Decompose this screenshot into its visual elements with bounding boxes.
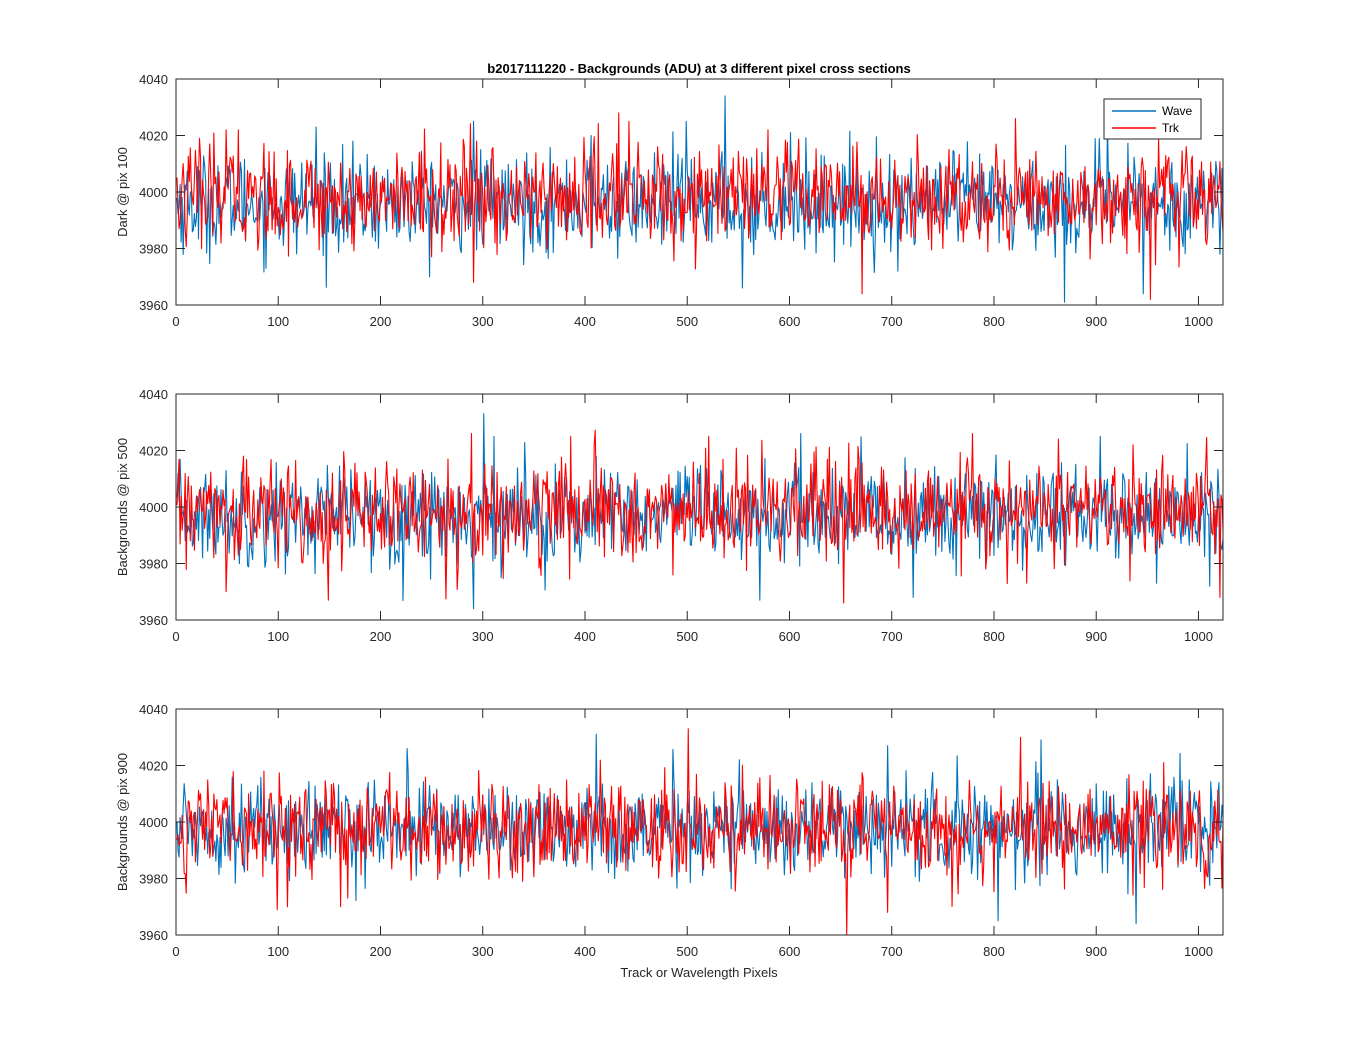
subplot-2: 0 100 200 300 400 500 600 700 800 900 1000 3960 3980… [115,387,1224,644]
legend-label-trk: Trk [1162,121,1180,135]
x-tick-label: 0 [172,944,179,959]
x-tick-label: 1000 [1184,314,1213,329]
y-tick-label: 4020 [139,759,168,774]
x-tick-label: 500 [676,629,698,644]
series-line-trk [176,728,1223,935]
x-tick-label: 900 [1085,314,1107,329]
y-tick-label: 4000 [139,185,168,200]
x-tick-label: 300 [472,629,494,644]
y-tick-label: 3960 [139,928,168,943]
y-tick-label: 4020 [139,444,168,459]
x-tick-label: 500 [676,314,698,329]
x-tick-label: 400 [574,944,596,959]
x-tick-label: 800 [983,629,1005,644]
legend: Wave Trk [1103,98,1202,140]
y-axis-label: Backgrounds @ pix 500 [115,438,130,576]
x-tick-label: 600 [779,629,801,644]
x-tick-label: 800 [983,944,1005,959]
series-group [176,728,1223,935]
chart-title: b2017111220 - Backgrounds (ADU) at 3 dif… [487,61,910,76]
y-tick-label: 3960 [139,298,168,313]
x-tick-label: 1000 [1184,944,1213,959]
x-tick-label: 300 [472,944,494,959]
x-tick-label: 100 [267,314,289,329]
y-tick-label: 4040 [139,72,168,87]
y-tick-label: 4040 [139,702,168,717]
series-group [176,413,1223,610]
x-tick-label: 600 [779,944,801,959]
subplot-3: 0 100 200 300 400 500 600 700 800 900 1000 3960 3980… [115,702,1224,959]
legend-label-wave: Wave [1162,104,1193,118]
y-tick-label: 4000 [139,500,168,515]
x-tick-label: 100 [267,944,289,959]
x-tick-label: 900 [1085,629,1107,644]
x-axis-label: Track or Wavelength Pixels [620,965,778,980]
y-tick-label: 3980 [139,242,168,257]
y-tick-label: 4040 [139,387,168,402]
x-tick-label: 700 [881,944,903,959]
x-tick-label: 200 [370,629,392,644]
y-tick-label: 3980 [139,557,168,572]
x-tick-label: 700 [881,314,903,329]
x-tick-label: 600 [779,314,801,329]
x-tick-label: 400 [574,629,596,644]
x-tick-label: 200 [370,944,392,959]
x-tick-label: 100 [267,629,289,644]
y-tick-label: 3980 [139,872,168,887]
subplot-1: 0 100 200 300 400 500 600 700 800 900 1000 3960 3980… [115,72,1224,329]
y-axis-label: Dark @ pix 100 [115,147,130,237]
y-tick-label: 3960 [139,613,168,628]
x-tick-label: 200 [370,314,392,329]
subplots: 0 100 200 300 400 500 600 700 800 900 100039603980… [115,72,1224,959]
x-tick-label: 0 [172,629,179,644]
x-tick-label: 500 [676,944,698,959]
legend-box [1103,98,1202,140]
y-tick-label: 4020 [139,129,168,144]
y-axis-label: Backgrounds @ pix 900 [115,753,130,891]
x-tick-label: 900 [1085,944,1107,959]
x-tick-label: 0 [172,314,179,329]
series-group [176,95,1223,303]
x-tick-label: 400 [574,314,596,329]
series-line-trk [176,429,1223,604]
x-tick-label: 300 [472,314,494,329]
y-tick-label: 4000 [139,815,168,830]
x-tick-label: 1000 [1184,629,1213,644]
x-tick-label: 700 [881,629,903,644]
series-line-trk [176,112,1223,300]
x-tick-label: 800 [983,314,1005,329]
